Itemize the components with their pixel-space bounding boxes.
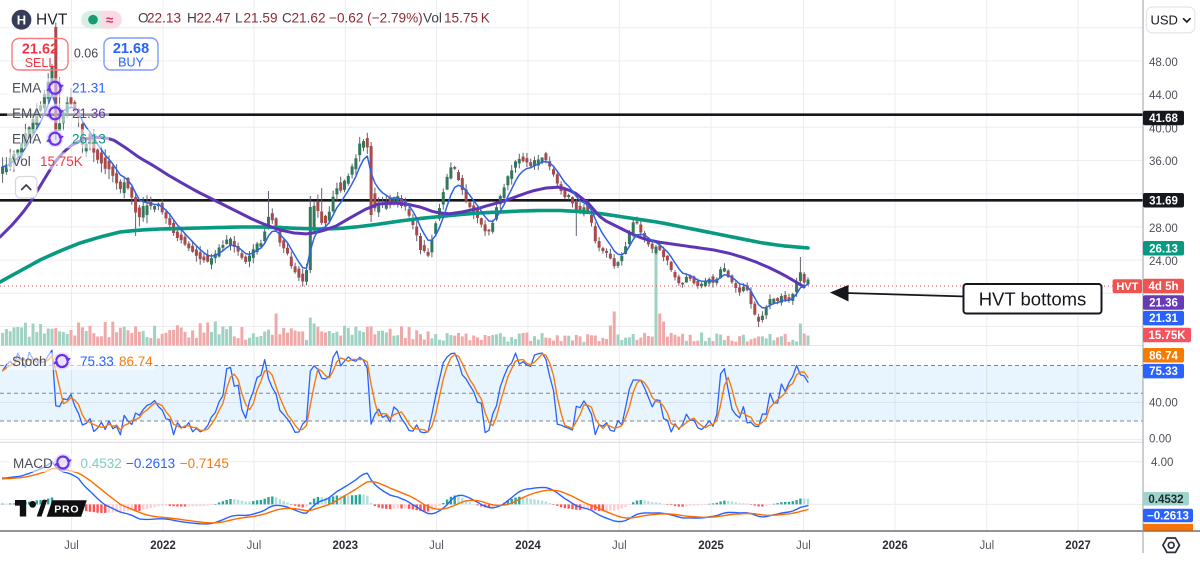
- svg-text:44.00: 44.00: [1149, 90, 1178, 102]
- svg-text:2022: 2022: [150, 540, 176, 552]
- svg-text:Jul: Jul: [429, 540, 444, 552]
- svg-text:HVT: HVT: [1116, 281, 1138, 293]
- svg-text:H: H: [17, 12, 26, 27]
- svg-text:21.31: 21.31: [1149, 313, 1178, 325]
- svg-text:2024: 2024: [515, 540, 541, 552]
- svg-text:15.75 K: 15.75 K: [444, 10, 490, 25]
- svg-text:21.59: 21.59: [244, 10, 278, 25]
- svg-text:40.00: 40.00: [1149, 123, 1178, 135]
- svg-text:HVT bottoms: HVT bottoms: [979, 289, 1087, 310]
- svg-text:−0.62 (−2.79%): −0.62 (−2.79%): [329, 10, 423, 25]
- svg-text:15.75K: 15.75K: [1148, 330, 1186, 342]
- svg-text:86.74: 86.74: [1149, 350, 1178, 362]
- svg-text:75.33: 75.33: [1149, 366, 1178, 378]
- svg-text:C: C: [282, 10, 292, 25]
- svg-text:21.31: 21.31: [72, 81, 106, 96]
- svg-text:MACD: MACD: [13, 456, 53, 471]
- svg-text:26.13: 26.13: [72, 132, 106, 147]
- svg-text:Jul: Jul: [796, 540, 811, 552]
- svg-text:22.13: 22.13: [147, 10, 181, 25]
- svg-text:Jul: Jul: [64, 540, 79, 552]
- svg-text:86.74: 86.74: [119, 354, 153, 369]
- svg-text:≈: ≈: [106, 13, 114, 28]
- svg-text:26.13: 26.13: [1149, 243, 1178, 255]
- svg-text:Vol: Vol: [423, 10, 442, 25]
- svg-text:EMA: EMA: [12, 81, 41, 96]
- svg-text:Jul: Jul: [979, 540, 994, 552]
- svg-text:Jul: Jul: [612, 540, 627, 552]
- svg-text:2025: 2025: [698, 540, 724, 552]
- svg-text:BUY: BUY: [118, 55, 144, 69]
- svg-text:21.62: 21.62: [292, 10, 326, 25]
- svg-text:0.4532: 0.4532: [81, 456, 122, 471]
- svg-text:Jul: Jul: [247, 540, 262, 552]
- svg-text:2023: 2023: [333, 540, 359, 552]
- svg-text:40.00: 40.00: [1149, 398, 1178, 410]
- svg-text:0.00: 0.00: [1149, 434, 1171, 446]
- svg-text:41.68: 41.68: [1149, 113, 1178, 125]
- svg-text:28.00: 28.00: [1149, 223, 1178, 235]
- svg-text:O: O: [138, 10, 149, 25]
- svg-text:0.06: 0.06: [74, 47, 98, 61]
- svg-text:USD: USD: [1151, 12, 1178, 27]
- svg-text:36.00: 36.00: [1149, 156, 1178, 168]
- svg-text:24.00: 24.00: [1149, 256, 1178, 268]
- svg-text:21.62: 21.62: [22, 42, 58, 58]
- svg-text:HVT: HVT: [36, 12, 68, 29]
- svg-text:L: L: [235, 10, 243, 25]
- svg-text:−0.2613: −0.2613: [1147, 510, 1189, 522]
- svg-text:EMA: EMA: [12, 106, 41, 121]
- svg-text:22.47: 22.47: [197, 10, 231, 25]
- svg-text:Vol: Vol: [12, 154, 31, 169]
- svg-text:75.33: 75.33: [80, 354, 114, 369]
- svg-text:4.00: 4.00: [1151, 457, 1173, 469]
- svg-text:EMA: EMA: [12, 132, 41, 147]
- svg-text:2026: 2026: [882, 540, 908, 552]
- svg-text:2027: 2027: [1065, 540, 1091, 552]
- svg-text:−0.7145: −0.7145: [180, 456, 229, 471]
- svg-text:−0.2613: −0.2613: [126, 456, 175, 471]
- svg-text:21.36: 21.36: [72, 106, 106, 121]
- svg-text:21.36: 21.36: [1149, 298, 1178, 310]
- svg-text:SELL: SELL: [25, 56, 56, 70]
- svg-text:Stoch: Stoch: [12, 354, 47, 369]
- svg-text:15.75K: 15.75K: [40, 154, 83, 169]
- svg-text:48.00: 48.00: [1149, 57, 1178, 69]
- svg-text:0.4532: 0.4532: [1148, 494, 1183, 506]
- svg-text:21.68: 21.68: [113, 41, 149, 57]
- svg-text:31.69: 31.69: [1149, 195, 1178, 207]
- svg-text:4d 5h: 4d 5h: [1148, 281, 1178, 293]
- svg-text:H: H: [187, 10, 197, 25]
- svg-text:PRO: PRO: [54, 504, 79, 516]
